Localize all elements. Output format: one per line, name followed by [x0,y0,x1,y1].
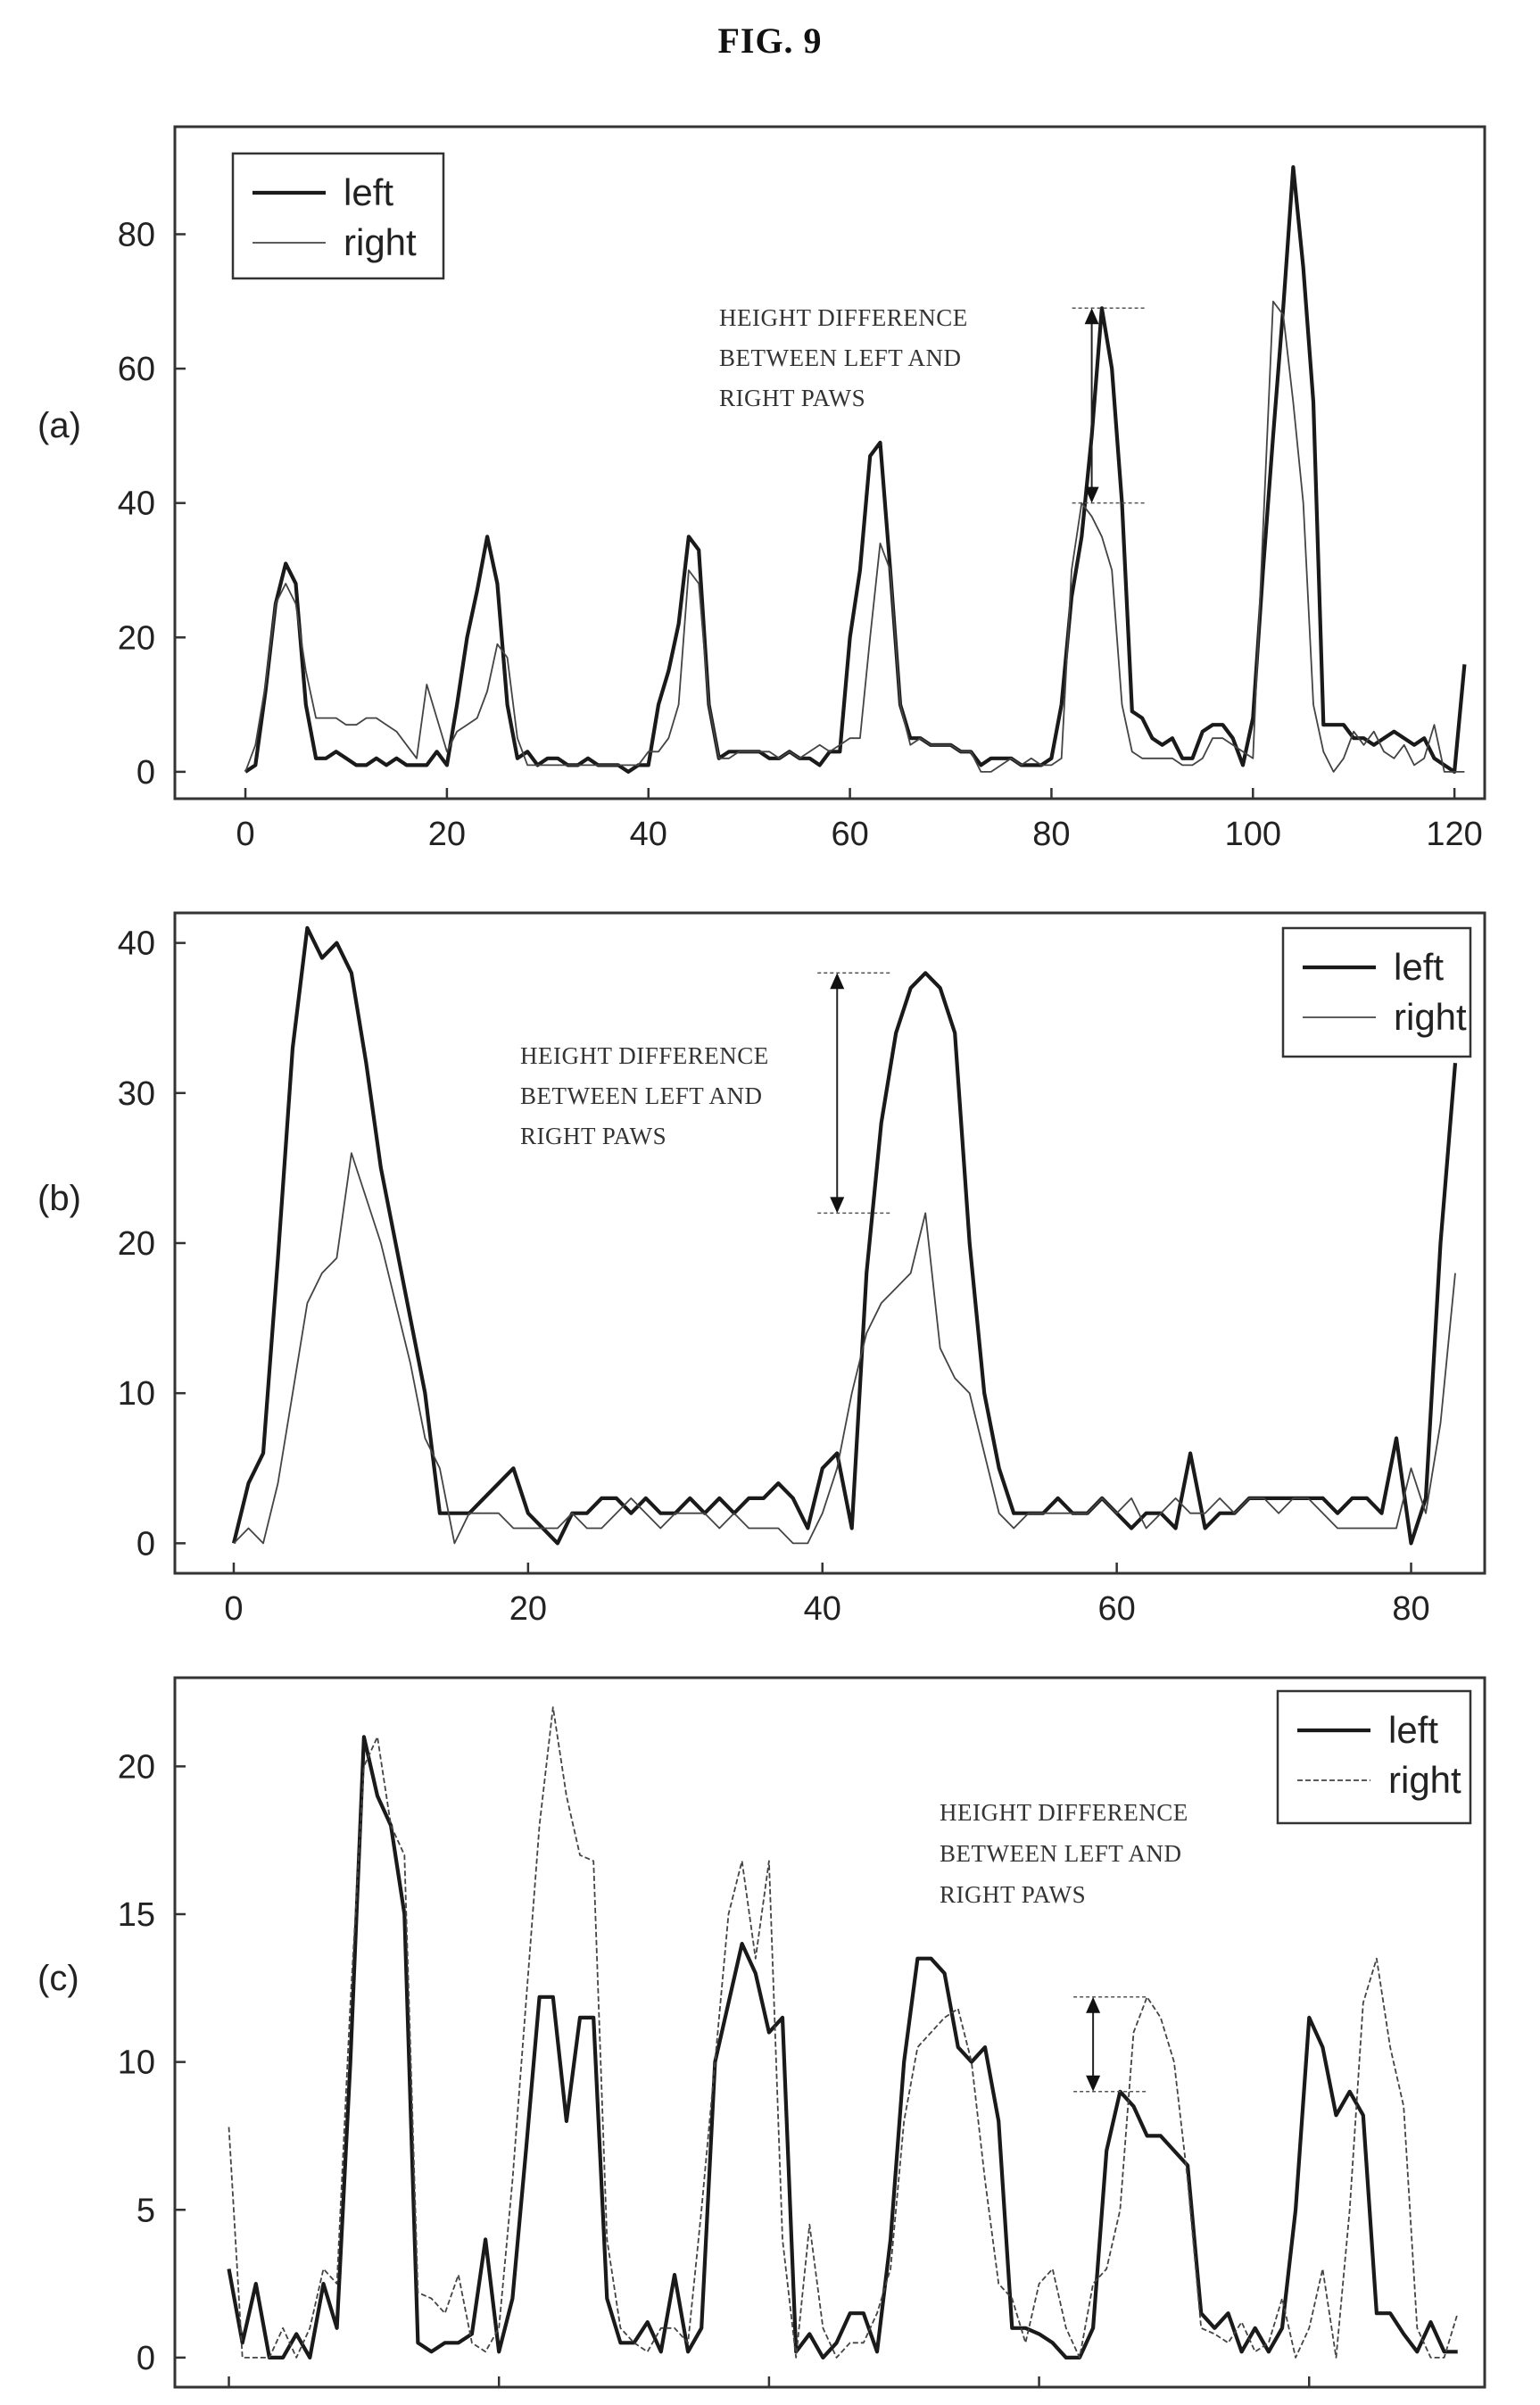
x-tick-label: 0 [224,1590,243,1628]
y-tick-label: 40 [118,485,155,523]
legend-label: right [1388,1759,1461,1801]
y-tick-label: 0 [137,1525,155,1563]
x-tick-label: 60 [1097,1590,1135,1628]
series-line-left [244,165,1467,775]
y-tick-label: 20 [118,1225,155,1263]
chart-panel: (c)02040608005101520HEIGHT DIFFERENCEBET… [37,1676,1486,2405]
panel-label: (a) [37,406,81,445]
annotation-arrowhead-down [830,1197,845,1214]
legend-label: left [344,171,393,213]
x-tick-label: 60 [831,816,868,853]
x-tick-label: 80 [1032,816,1070,853]
annotation-text: RIGHT PAWS [520,1123,667,1149]
annotation-text: BETWEEN LEFT AND [940,1840,1181,1867]
x-tick-label: 20 [509,1590,547,1628]
y-tick-label: 10 [118,2044,155,2082]
x-tick-label: 100 [1225,816,1281,853]
annotation-arrowhead-down [1086,2075,1101,2092]
x-tick-label: 120 [1426,816,1482,853]
y-tick-label: 15 [118,1896,155,1934]
legend-label: right [1394,996,1467,1038]
x-tick-label: 80 [1392,1590,1429,1628]
y-tick-label: 40 [118,925,155,963]
legend-box [1281,926,1472,1058]
annotation-text: BETWEEN LEFT AND [719,344,961,371]
plot-frame [173,125,1486,800]
annotation-text: HEIGHT DIFFERENCE [719,304,968,331]
panel-label: (c) [37,1959,79,1998]
y-tick-label: 20 [118,619,155,657]
y-tick-label: 20 [118,1748,155,1786]
annotation-text: HEIGHT DIFFERENCE [940,1799,1188,1826]
y-tick-label: 80 [118,216,155,253]
figure-title: FIG. 9 [717,21,823,61]
series-line-right [244,300,1465,773]
y-tick-label: 0 [137,754,155,792]
series-line-right [228,1706,1459,2359]
x-tick-label: 40 [804,1590,841,1628]
series-line-right [233,1152,1456,1545]
chart-panel: (a) 0 20 40 60 80 100 120 0 20 40 60 80 HEIGHT DIFFER… [37,125,1486,853]
y-tick-label: 0 [137,2340,155,2377]
y-tick-label: 60 [118,351,155,388]
annotation-arrowhead-down [1084,486,1099,503]
x-tick-label: 0 [236,816,254,853]
y-tick-label: 30 [118,1075,155,1113]
y-tick-label: 10 [118,1375,155,1413]
annotation-text: RIGHT PAWS [719,385,865,411]
legend-label: left [1394,946,1444,988]
annotation-text: HEIGHT DIFFERENCE [520,1042,769,1069]
annotation-text: RIGHT PAWS [940,1881,1086,1908]
x-tick-label: 20 [428,816,466,853]
x-tick-label: 40 [630,816,667,853]
annotation-arrowhead-up [1084,308,1099,325]
plot-frame [173,1676,1486,2389]
chart-panel: (b) 0 20 40 60 80 0 10 20 30 40 HEIGHT DIFFERENCE BE… [37,911,1486,1628]
series-line-left [231,925,1458,1546]
annotation-arrowhead-up [1086,1996,1101,2013]
legend-label: right [344,221,417,263]
panel-label: (b) [37,1179,81,1218]
annotation-text: BETWEEN LEFT AND [520,1082,762,1109]
annotation-arrowhead-up [830,973,845,990]
legend-box [231,152,445,280]
legend-label: left [1388,1709,1438,1751]
y-tick-label: 5 [137,2192,155,2229]
legend-box [1276,1689,1472,1825]
series-line-left [227,1735,1458,2359]
